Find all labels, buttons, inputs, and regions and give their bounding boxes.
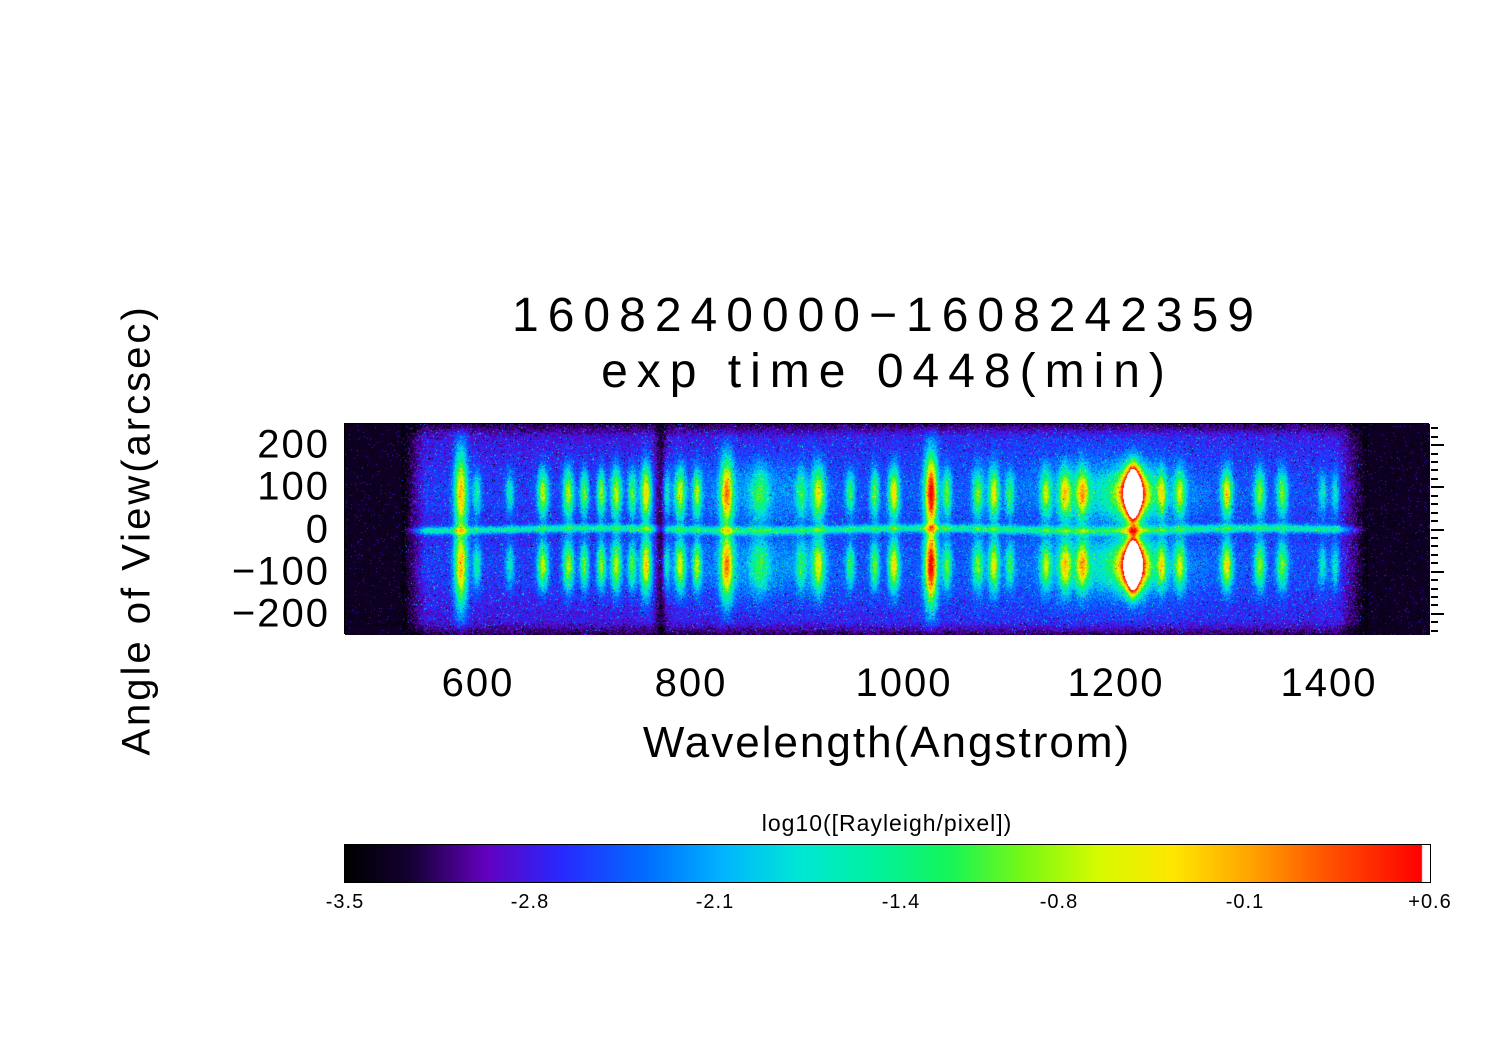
colorbar-tick-7: +0.6	[1408, 891, 1452, 913]
y-tick-label-200: 200	[257, 422, 330, 467]
x-tick-label-1200: 1200	[1067, 661, 1165, 705]
y-tick-label-0: 0	[305, 507, 330, 552]
colorbar-tick-6: -0.1	[1225, 891, 1265, 913]
y-tick-label-100: 100	[257, 464, 330, 509]
x-tick-label-1400: 1400	[1280, 661, 1378, 705]
colorbar	[344, 844, 1431, 883]
colorbar-label: log10([Rayleigh/pixel])	[761, 810, 1013, 836]
y-tick-label-neg100: −100	[231, 549, 330, 594]
x-axis-label: Wavelength(Angstrom)	[642, 718, 1132, 767]
x-tick-label-1000: 1000	[855, 661, 953, 705]
right-axis-tick-marks	[1431, 424, 1447, 635]
title-block: 1608240000−1608242359 exp time 0448(min)	[345, 288, 1430, 400]
colorbar-canvas	[345, 845, 1430, 882]
figure-title-line1: 1608240000−1608242359	[512, 289, 1263, 342]
x-tick-label-800: 800	[654, 661, 728, 705]
colorbar-tick-5: -0.8	[1039, 891, 1079, 913]
colorbar-tick-2: -2.8	[510, 891, 550, 913]
spectral-image-plot	[344, 423, 1430, 635]
colorbar-tick-4: -1.4	[881, 891, 921, 913]
colorbar-tick-3: -2.1	[695, 891, 735, 913]
x-tick-label-600: 600	[441, 661, 515, 705]
spectral-heatmap-canvas	[345, 424, 1430, 635]
colorbar-tick-1: -3.5	[325, 891, 365, 913]
y-tick-label-neg200: −200	[231, 591, 330, 636]
figure-title-line2: exp time 0448(min)	[601, 345, 1174, 398]
